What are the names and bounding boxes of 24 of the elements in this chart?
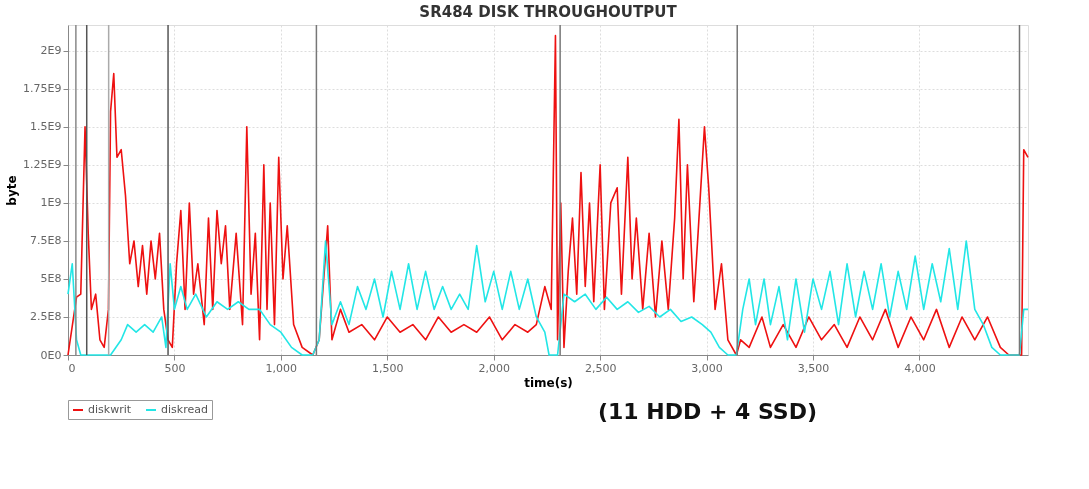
legend-label: diskwrit [88,403,132,416]
text: (11 HDD + 4 SSD) [598,399,818,424]
x-tick-label: 3,500 [797,361,830,375]
x-tick-label: 1,500 [372,361,404,375]
y-tick-label: 7.5E8 [30,234,62,248]
y-tick-label: 1E9 [40,196,62,210]
y-tick-label: 1.5E9 [30,120,62,134]
y-tick-label: 1.25E9 [23,158,62,172]
x-tick-label: 500 [164,361,186,375]
y-tick-label: 1.75E9 [23,82,62,96]
x-tick-label: 0 [68,361,76,375]
x-tick-label: 1,000 [265,361,298,375]
y-tick-label: 0E0 [40,348,62,362]
x-tick-label: 2,500 [584,361,617,375]
x-tick-label: 2,000 [478,361,510,375]
x-tick-label: 4,000 [904,361,936,375]
x-axis-title: time(s) [524,375,573,390]
legend-label: diskread [161,403,208,416]
x-tick-label: 3,000 [691,361,723,375]
y-axis-title: byte [5,175,20,206]
y-tick-label: 2.5E8 [30,310,62,324]
chart-title: SR484 DISK THROUGHOUTPUT [419,3,678,22]
y-tick-label: 5E8 [40,272,62,286]
y-tick-label: 2E9 [40,44,62,58]
